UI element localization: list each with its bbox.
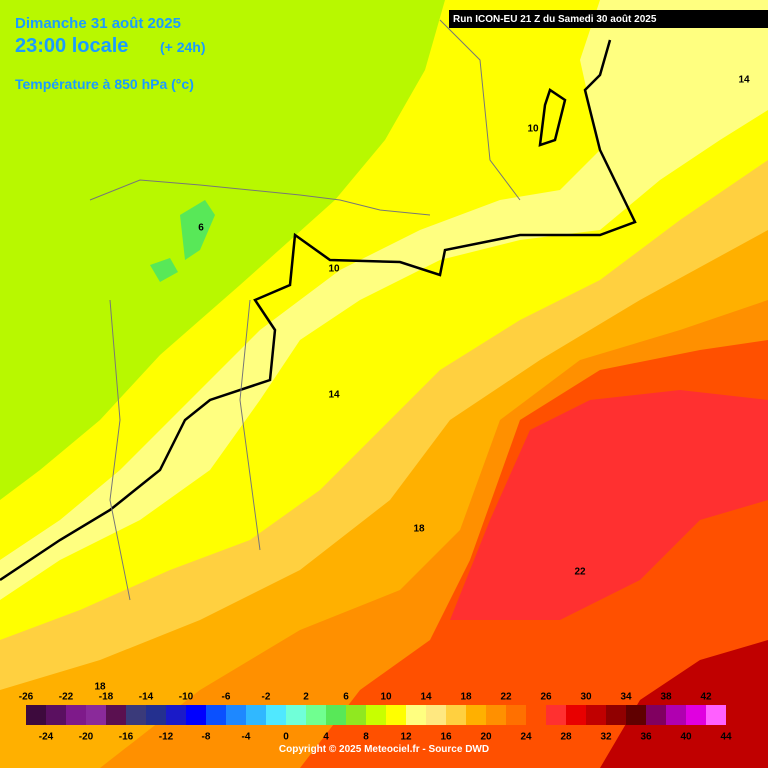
zone-green-cold [180,200,215,260]
colorbar-tick-label: -2 [262,692,271,703]
colorbar-swatch [346,705,366,725]
colorbar-tick-label: 44 [720,732,732,743]
colorbar-swatch [486,705,506,725]
colorbar-swatch [426,705,446,725]
colorbar-swatch [286,705,306,725]
lead-label: (+ 24h) [160,39,206,55]
colorbar-swatch [446,705,466,725]
colorbar-swatch [626,705,646,725]
colorbar-tick-label: 0 [283,732,289,743]
colorbar-tick-label: 30 [580,692,592,703]
colorbar-tick-label: 2 [303,692,309,703]
colorbar-tick-label: 8 [363,732,369,743]
colorbar-swatch [186,705,206,725]
colorbar-tick-label: -22 [59,692,74,703]
contour-label: 14 [738,75,750,86]
colorbar-swatch [86,705,106,725]
contour-label: 10 [527,124,539,135]
colorbar-swatch [246,705,266,725]
colorbar-swatch [586,705,606,725]
colorbar-tick-label: 6 [343,692,349,703]
contour-label: 14 [328,390,340,401]
zone-green-cold [150,258,178,282]
contour-label: 18 [94,682,106,693]
colorbar-tick-label: 16 [440,732,452,743]
colorbar-swatch [686,705,706,725]
colorbar-tick-label: 42 [700,692,712,703]
colorbar-swatch [66,705,86,725]
colorbar-swatch [366,705,386,725]
colorbar-tick-label: -4 [242,732,251,743]
border-line [89,19,521,601]
colorbar-tick-label: -14 [139,692,154,703]
colorbar-swatch [606,705,626,725]
colorbar-tick-label: -20 [79,732,94,743]
colorbar-tick-label: -26 [19,692,34,703]
colorbar-swatch [166,705,186,725]
colorbar-tick-label: 14 [420,692,432,703]
zone-red [450,390,768,620]
colorbar-swatch [126,705,146,725]
contour-label: 6 [198,223,204,234]
colorbar-swatch [706,705,726,725]
colorbar-swatch [566,705,586,725]
colorbar-swatch [406,705,426,725]
contour-label: 18 [413,524,425,535]
colorbar-swatch [306,705,326,725]
colorbar-tick-label: 40 [680,732,692,743]
colorbar-tick-label: -12 [159,732,174,743]
colorbar-tick-label: 12 [400,732,412,743]
colorbar-tick-label: 24 [520,732,532,743]
colorbar-tick-label: 10 [380,692,392,703]
colorbar-swatch [646,705,666,725]
colorbar-swatch [146,705,166,725]
contour-label: 22 [574,567,586,578]
colorbar-swatch [546,705,566,725]
colorbar-tick-label: 32 [600,732,612,743]
colorbar-swatch [46,705,66,725]
contour-line [0,39,637,582]
colorbar-swatch [226,705,246,725]
colorbar-tick-label: 20 [480,732,492,743]
copyright: Copyright © 2025 Meteociel.fr - Source D… [279,744,489,755]
run-bar [449,10,768,28]
colorbar-tick-label: -24 [39,732,54,743]
colorbar-swatch [506,705,526,725]
colorbar-swatch [206,705,226,725]
colorbar-tick-label: -8 [202,732,211,743]
colorbar-tick-label: 38 [660,692,672,703]
colorbar-tick-label: -10 [179,692,194,703]
colorbar-tick-label: 34 [620,692,632,703]
colorbar-swatch [26,705,46,725]
time-label: 23:00 locale [15,35,128,57]
colorbar-swatch [466,705,486,725]
colorbar-tick-label: -18 [99,692,114,703]
zone-light-yellow [0,0,768,600]
colorbar-tick-label: 26 [540,692,552,703]
variable-label: Température à 850 hPa (°c) [15,76,194,92]
colorbar-tick-label: 28 [560,732,572,743]
colorbar-swatch [526,705,546,725]
colorbar-tick-label: 36 [640,732,652,743]
colorbar-tick-label: 18 [460,692,472,703]
colorbar-tick-label: 22 [500,692,512,703]
contour-label: 10 [328,264,340,275]
colorbar-swatch [386,705,406,725]
colorbar-swatch [106,705,126,725]
colorbar-tick-label: -6 [222,692,231,703]
date-label: Dimanche 31 août 2025 [15,15,181,32]
colorbar-swatch [326,705,346,725]
zone-green [0,0,445,500]
colorbar-swatch [666,705,686,725]
colorbar-tick-label: -16 [119,732,134,743]
colorbar-tick-label: 4 [323,732,329,743]
zone-dark-red [600,640,768,768]
colorbar-swatch [266,705,286,725]
run-label: Run ICON-EU 21 Z du Samedi 30 août 2025 [453,14,657,25]
